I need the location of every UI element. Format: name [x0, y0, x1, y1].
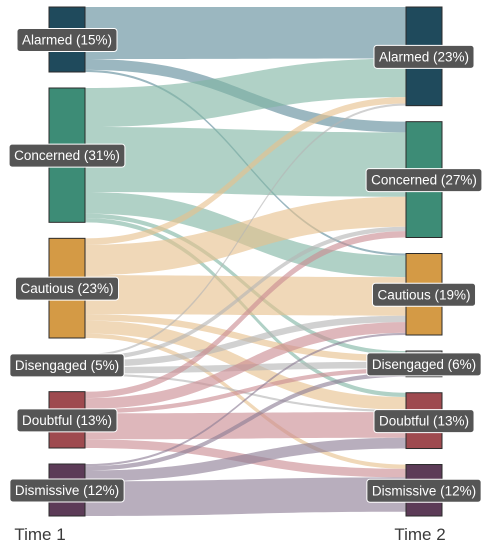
left-label-box-concerned	[8, 143, 126, 168]
left-label-dismissive: Dismissive (12%)	[9, 478, 125, 503]
right-label-box-concerned	[365, 168, 483, 193]
right-label-disengaged: Disengaged (6%)	[366, 352, 482, 377]
right-label-text-disengaged: Disengaged (6%)	[372, 357, 476, 372]
right-label-alarmed: Alarmed (23%)	[373, 44, 475, 69]
left-label-concerned: Concerned (31%)	[8, 143, 126, 168]
left-label-disengaged: Disengaged (5%)	[9, 353, 125, 378]
node-labels: Alarmed (15%) Concerned (31%) Cautious (23…	[8, 28, 483, 503]
left-label-text-concerned: Concerned (31%)	[14, 148, 120, 163]
flow-disengaged-to-alarmed	[85, 103, 406, 357]
flow-disengaged-to-concerned	[85, 226, 406, 361]
flow-cautious-to-concerned	[85, 196, 406, 276]
left-label-alarmed: Alarmed (15%)	[16, 28, 118, 52]
flow-doubtful-to-cautious	[85, 322, 406, 409]
flow-links	[85, 7, 406, 516]
flow-disengaged-to-cautious	[85, 315, 406, 367]
flow-dismissive-to-doubtful	[85, 437, 406, 482]
stage-label-time-2: Time 2	[394, 525, 445, 544]
stage-label-time-1: Time 1	[14, 525, 65, 544]
left-label-text-dismissive: Dismissive (12%)	[15, 483, 119, 498]
flow-dismissive-to-dismissive	[85, 477, 406, 516]
flow-alarmed-to-alarmed	[85, 7, 406, 59]
right-label-box-dismissive	[366, 478, 482, 503]
right-label-text-cautious: Cautious (19%)	[377, 287, 470, 302]
flow-doubtful-to-doubtful	[85, 412, 406, 440]
left-label-box-doubtful	[16, 408, 118, 433]
right-label-box-alarmed	[373, 44, 475, 69]
flow-cautious-to-disengaged	[85, 314, 406, 362]
right-label-dismissive: Dismissive (12%)	[366, 478, 482, 503]
right-label-cautious: Cautious (19%)	[371, 282, 477, 307]
flow-cautious-to-alarmed	[85, 97, 406, 245]
left-label-text-alarmed: Alarmed (15%)	[22, 33, 112, 48]
left-label-box-cautious	[14, 276, 120, 301]
right-label-box-doubtful	[373, 409, 475, 434]
right-label-text-dismissive: Dismissive (12%)	[372, 483, 476, 498]
right-label-text-concerned: Concerned (27%)	[371, 173, 477, 188]
left-label-text-doubtful: Doubtful (13%)	[22, 413, 112, 428]
left-label-text-disengaged: Disengaged (5%)	[15, 358, 119, 373]
flow-concerned-to-concerned	[85, 127, 406, 197]
flow-doubtful-to-concerned	[85, 231, 406, 399]
flow-cautious-to-dismissive	[85, 333, 406, 469]
left-label-box-dismissive	[9, 478, 125, 503]
right-label-text-alarmed: Alarmed (23%)	[379, 49, 469, 64]
right-label-concerned: Concerned (27%)	[365, 168, 483, 193]
flow-dismissive-to-cautious	[85, 332, 406, 467]
flow-dismissive-to-disengaged	[85, 372, 406, 471]
left-label-text-cautious: Cautious (23%)	[20, 281, 113, 296]
right-label-box-cautious	[371, 282, 477, 307]
left-label-doubtful: Doubtful (13%)	[16, 408, 118, 433]
left-label-cautious: Cautious (23%)	[14, 276, 120, 301]
right-label-box-disengaged	[366, 352, 482, 377]
right-label-doubtful: Doubtful (13%)	[373, 409, 475, 434]
right-label-text-doubtful: Doubtful (13%)	[379, 414, 469, 429]
flow-doubtful-to-disengaged	[85, 368, 406, 414]
flow-concerned-to-alarmed	[85, 58, 406, 128]
left-label-box-alarmed	[16, 28, 118, 52]
left-label-box-disengaged	[9, 353, 125, 378]
